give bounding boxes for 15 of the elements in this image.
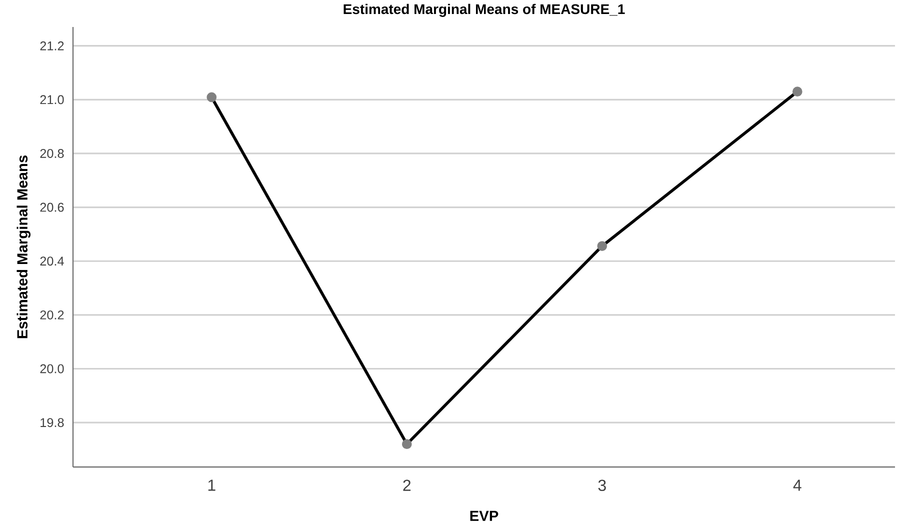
y-tick-label: 21.2	[40, 41, 64, 50]
y-tick-label: 20.0	[40, 364, 64, 374]
chart-title: Estimated Marginal Means of MEASURE_1	[344, 4, 625, 17]
y-tick-label: 20.6	[40, 202, 64, 212]
y-tick-label: 20.2	[40, 310, 64, 320]
y-axis-title: Estimated Marginal Means	[16, 156, 30, 338]
x-axis-title: EVP	[470, 510, 498, 521]
x-tick-label: 4	[793, 480, 802, 491]
x-tick-label: 3	[598, 480, 606, 492]
y-tick-label: 20.4	[40, 256, 64, 266]
x-tick-label: 1	[208, 480, 216, 491]
y-tick-label: 20.8	[40, 148, 64, 158]
x-tick-label: 2	[403, 480, 411, 491]
y-tick-label: 21.0	[40, 95, 64, 104]
y-tick-label: 19.8	[40, 418, 64, 428]
